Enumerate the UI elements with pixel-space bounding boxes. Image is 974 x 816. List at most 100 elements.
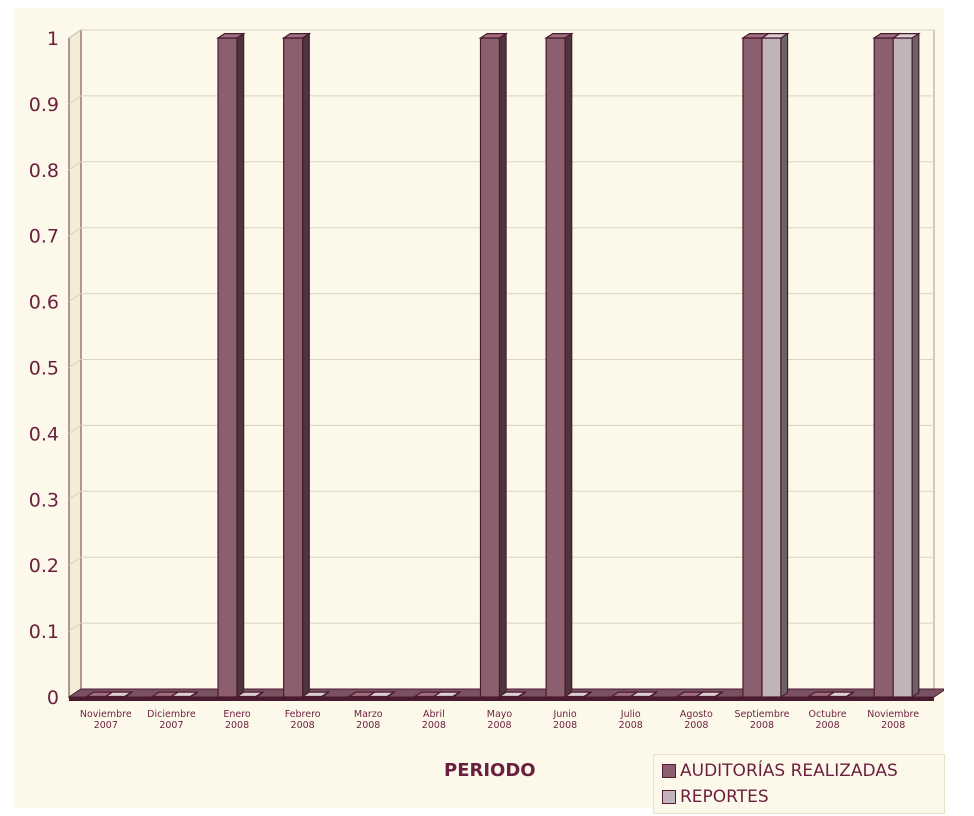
gridline-side <box>68 622 82 632</box>
x-tick-label: Mayo <box>487 709 513 720</box>
x-tick-label-year: 2007 <box>159 720 183 731</box>
floor-edge <box>69 697 934 701</box>
bar-side <box>386 690 395 699</box>
bar-side <box>236 32 245 699</box>
bar-reportes-9 <box>694 690 724 699</box>
bar-reportes-11 <box>825 690 856 699</box>
y-tick-label: 0.7 <box>29 226 59 248</box>
bar-reportes-0 <box>103 690 134 699</box>
bar-front <box>479 37 501 698</box>
bar-side <box>564 32 573 699</box>
y-axis-ticks: 0 0.1 0.2 0.3 0.4 0.5 0.6 0.7 0.8 0.9 1 <box>29 28 59 709</box>
bar-side <box>189 690 198 699</box>
bar-reportes-12 <box>891 32 921 699</box>
legend-swatch-reportes <box>662 790 676 804</box>
bar-side <box>321 690 329 699</box>
x-tick-label: Julio <box>620 709 641 720</box>
bar-side <box>845 690 854 699</box>
x-tick-label-year: 2008 <box>422 720 446 731</box>
bar-front <box>217 37 238 698</box>
legend-item-reportes: REPORTES <box>662 787 769 807</box>
x-tick-label-year: 2008 <box>225 720 249 731</box>
gridline-side <box>68 490 82 500</box>
x-axis-title: PERIODO <box>444 760 536 781</box>
bar-front <box>873 37 894 698</box>
y-tick-label: 0.2 <box>29 555 59 577</box>
bar-side <box>649 690 657 699</box>
bar-side <box>255 690 264 699</box>
legend-swatch-auditorias <box>662 764 676 778</box>
bar-reportes-10 <box>759 32 790 699</box>
bar-reportes-2 <box>235 690 265 699</box>
x-tick-label-year: 2008 <box>619 720 643 731</box>
x-tick-label: Noviembre <box>867 709 919 720</box>
bar-reportes-8 <box>628 690 659 699</box>
x-tick-label-year: 2008 <box>750 720 774 731</box>
gridline-side <box>68 556 82 566</box>
legend-item-auditorias: AUDITORÍAS REALIZADAS <box>662 761 898 781</box>
x-tick-label: Octubre <box>809 709 847 720</box>
gridline-side <box>68 227 82 237</box>
y-tick-label: 0.4 <box>29 423 59 445</box>
x-tick-label-year: 2008 <box>356 720 380 731</box>
legend-label-reportes: REPORTES <box>680 787 769 807</box>
bar-front <box>742 37 763 698</box>
bar-reportes-4 <box>366 690 396 699</box>
bar-side <box>452 690 461 699</box>
bar-side <box>583 690 592 699</box>
gridline-side <box>68 29 82 39</box>
x-tick-label: Febrero <box>285 709 321 720</box>
bar-auditorias-2 <box>216 32 246 699</box>
y-tick-label: 0.8 <box>29 160 59 182</box>
y-tick-label: 0.1 <box>29 621 59 643</box>
x-axis-ticks: Noviembre2007Diciembre2007Enero2008Febre… <box>80 709 919 731</box>
bar-side <box>714 690 723 699</box>
x-tick-label: Marzo <box>354 709 383 720</box>
x-tick-label-year: 2008 <box>553 720 577 731</box>
bar-side <box>498 32 507 699</box>
bar-side <box>124 690 133 699</box>
bar-side <box>911 32 920 699</box>
bar-side <box>780 32 789 699</box>
bar-auditorias-3 <box>281 32 312 699</box>
gridline-side <box>68 293 82 303</box>
bar-auditorias-6 <box>478 32 509 699</box>
x-tick-label-year: 2008 <box>881 720 905 731</box>
y-tick-label: 1 <box>47 28 59 50</box>
bar-front <box>892 37 913 698</box>
y-tick-label: 0 <box>47 687 59 709</box>
legend: AUDITORÍAS REALIZADAS REPORTES <box>653 754 945 814</box>
y-tick-label: 0.3 <box>29 489 59 511</box>
x-tick-label: Noviembre <box>80 709 132 720</box>
bar-reportes-6 <box>497 690 528 699</box>
bar-front <box>545 37 566 698</box>
bar-reportes-7 <box>563 690 593 699</box>
y-tick-label: 0.6 <box>29 292 59 314</box>
x-tick-label: Diciembre <box>147 709 196 720</box>
gridline-side <box>68 359 82 368</box>
bar-chart: 00.10.20.30.40.50.60.70.80.91 Noviembre2… <box>29 28 944 731</box>
y-tick-label: 0.5 <box>29 358 59 380</box>
bar-front <box>761 37 782 698</box>
x-tick-label: Agosto <box>680 709 713 720</box>
x-tick-label-year: 2008 <box>291 720 315 731</box>
x-tick-label-year: 2008 <box>487 720 511 731</box>
y-tick-label: 0.9 <box>29 94 59 116</box>
gridline-side <box>68 95 82 105</box>
gridline-side <box>68 161 82 171</box>
bar-side <box>517 690 526 699</box>
x-tick-label-year: 2008 <box>815 720 839 731</box>
x-tick-label-year: 2007 <box>94 720 118 731</box>
bar-reportes-1 <box>169 690 200 699</box>
gridline-side <box>68 424 82 434</box>
bar-auditorias-7 <box>544 32 574 699</box>
bar-reportes-3 <box>300 690 331 699</box>
bar-front <box>283 37 304 698</box>
x-tick-label: Junio <box>552 709 576 720</box>
bar-reportes-5 <box>431 690 462 699</box>
x-tick-label-year: 2008 <box>684 720 708 731</box>
bar-side <box>302 32 310 699</box>
x-tick-label: Septiembre <box>734 709 789 720</box>
x-tick-label: Abril <box>423 709 445 720</box>
bars <box>84 32 921 699</box>
